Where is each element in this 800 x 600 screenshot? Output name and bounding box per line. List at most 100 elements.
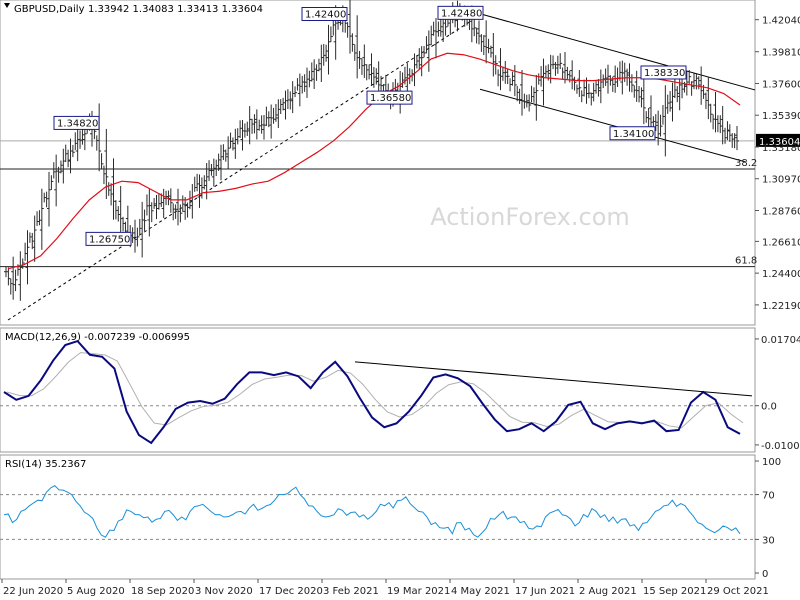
x-tick-label: 3 Feb 2021 bbox=[323, 586, 379, 597]
price-bar bbox=[706, 76, 716, 130]
price-label-text: 1.34820 bbox=[57, 118, 98, 129]
price-trendlines bbox=[7, 13, 756, 321]
price-bar bbox=[262, 106, 271, 140]
rsi-line bbox=[3, 485, 741, 538]
price-bar bbox=[512, 65, 522, 104]
chart-symbol: GBPUSD,Daily bbox=[14, 4, 85, 15]
price-bar bbox=[369, 53, 379, 88]
price-bar bbox=[111, 158, 121, 222]
price-y-tick-label: 1.35390 bbox=[762, 111, 800, 122]
price-bar bbox=[520, 70, 529, 116]
price-bar bbox=[154, 193, 164, 220]
macd-y-tick-label: 0.017047 bbox=[761, 335, 800, 346]
price-bar bbox=[577, 70, 587, 103]
price-bar bbox=[25, 230, 35, 285]
price-y-tick-label: 1.28760 bbox=[762, 206, 800, 217]
price-bar bbox=[183, 190, 192, 220]
price-bar bbox=[720, 105, 730, 145]
price-bar bbox=[670, 78, 680, 122]
price-bar bbox=[197, 174, 207, 208]
price-bar bbox=[176, 188, 185, 226]
macd-polyline bbox=[3, 339, 741, 445]
price-y-tick-label: 1.37600 bbox=[762, 79, 800, 90]
price-bar bbox=[634, 70, 644, 108]
x-tick-label: 15 Sep 2021 bbox=[643, 586, 706, 597]
price-bar bbox=[656, 105, 665, 146]
price-y-tick-label: 1.30970 bbox=[762, 175, 800, 186]
x-tick-label: 2 Aug 2021 bbox=[579, 586, 637, 597]
price-bar bbox=[613, 61, 622, 93]
price-bar bbox=[663, 85, 673, 157]
price-bar bbox=[498, 48, 508, 91]
price-label-text: 1.36580 bbox=[370, 93, 411, 104]
price-label-box: 1.36580 bbox=[366, 90, 413, 105]
price-bar bbox=[290, 78, 300, 114]
price-bar bbox=[276, 97, 286, 129]
price-bar bbox=[477, 20, 486, 56]
price-bar bbox=[727, 124, 737, 149]
watermark: ActionForex.com bbox=[430, 203, 630, 231]
price-bar bbox=[11, 256, 20, 300]
macd-y-tick-label: 0.0 bbox=[761, 402, 777, 413]
x-tick-label: 17 Dec 2020 bbox=[259, 586, 323, 597]
price-y-axis: 1.42040 1.39810 1.37600 1.35390 1.33180 1.309… bbox=[755, 16, 800, 312]
price-y-tick-label: 1.33180 bbox=[762, 143, 800, 154]
price-bar bbox=[641, 74, 651, 129]
price-y-tick-label: 1.42040 bbox=[762, 16, 800, 27]
price-bar bbox=[297, 73, 307, 107]
rsi-pane-frame bbox=[0, 454, 756, 580]
price-label-box: 1.34820 bbox=[53, 115, 100, 130]
price-bar bbox=[18, 242, 28, 301]
price-bar bbox=[97, 103, 106, 185]
rsi-y-tick-label: 70 bbox=[762, 491, 775, 502]
price-label-box: 1.42480 bbox=[437, 5, 484, 20]
price-bar bbox=[32, 210, 42, 262]
chart-ohlc: 1.33942 1.34083 1.33413 1.33604 bbox=[88, 4, 263, 15]
price-bar bbox=[75, 129, 85, 162]
price-label-box: 1.38330 bbox=[640, 65, 687, 80]
price-bar bbox=[412, 48, 422, 87]
macd-trend-line bbox=[354, 361, 753, 397]
price-bar bbox=[283, 89, 293, 120]
x-tick-label: 18 Sep 2020 bbox=[131, 586, 194, 597]
price-bar bbox=[61, 144, 71, 184]
price-bar bbox=[355, 15, 364, 79]
price-bar bbox=[627, 63, 637, 98]
price-label-text: 1.42480 bbox=[441, 8, 482, 19]
price-bars bbox=[4, 0, 739, 301]
price-bar bbox=[219, 144, 228, 181]
x-tick-label: 5 Aug 2020 bbox=[67, 586, 125, 597]
x-tick-label: 3 Nov 2020 bbox=[195, 586, 253, 597]
price-bar bbox=[211, 153, 221, 187]
macd-line bbox=[3, 339, 741, 445]
price-bar bbox=[684, 69, 694, 96]
price-bar bbox=[584, 77, 594, 106]
price-bar bbox=[305, 62, 314, 98]
price-label-text: 1.26750 bbox=[89, 234, 130, 245]
chart-header: GBPUSD,Daily 1.33942 1.34083 1.33413 1.3… bbox=[4, 3, 263, 15]
price-y-tick-label: 1.39810 bbox=[762, 48, 800, 59]
price-bar bbox=[398, 66, 407, 114]
rsi-y-tick-label: 30 bbox=[762, 535, 775, 546]
price-bar bbox=[348, 0, 357, 61]
rsi-y-tick-label: 0 bbox=[762, 569, 768, 580]
price-bar bbox=[692, 73, 701, 90]
price-bar bbox=[147, 189, 157, 237]
price-bar bbox=[39, 188, 49, 250]
rsi-levels bbox=[0, 494, 755, 540]
price-label-box: 1.34100 bbox=[609, 126, 656, 141]
price-bar bbox=[247, 106, 257, 145]
price-bar bbox=[362, 44, 372, 81]
price-bar bbox=[326, 19, 336, 75]
price-bar bbox=[140, 194, 149, 258]
rsi-y-axis: 100 70 30 0 bbox=[755, 457, 781, 580]
macd-pane-frame bbox=[0, 327, 756, 453]
dashed-uptrend-line bbox=[7, 21, 471, 321]
price-label-text: 1.34100 bbox=[613, 129, 654, 140]
price-bar bbox=[161, 188, 171, 219]
price-bar bbox=[713, 91, 723, 134]
price-bar bbox=[118, 185, 128, 238]
price-bar bbox=[254, 109, 264, 140]
dropdown-triangle-icon bbox=[4, 3, 10, 8]
x-tick-label: 4 May 2021 bbox=[451, 586, 510, 597]
